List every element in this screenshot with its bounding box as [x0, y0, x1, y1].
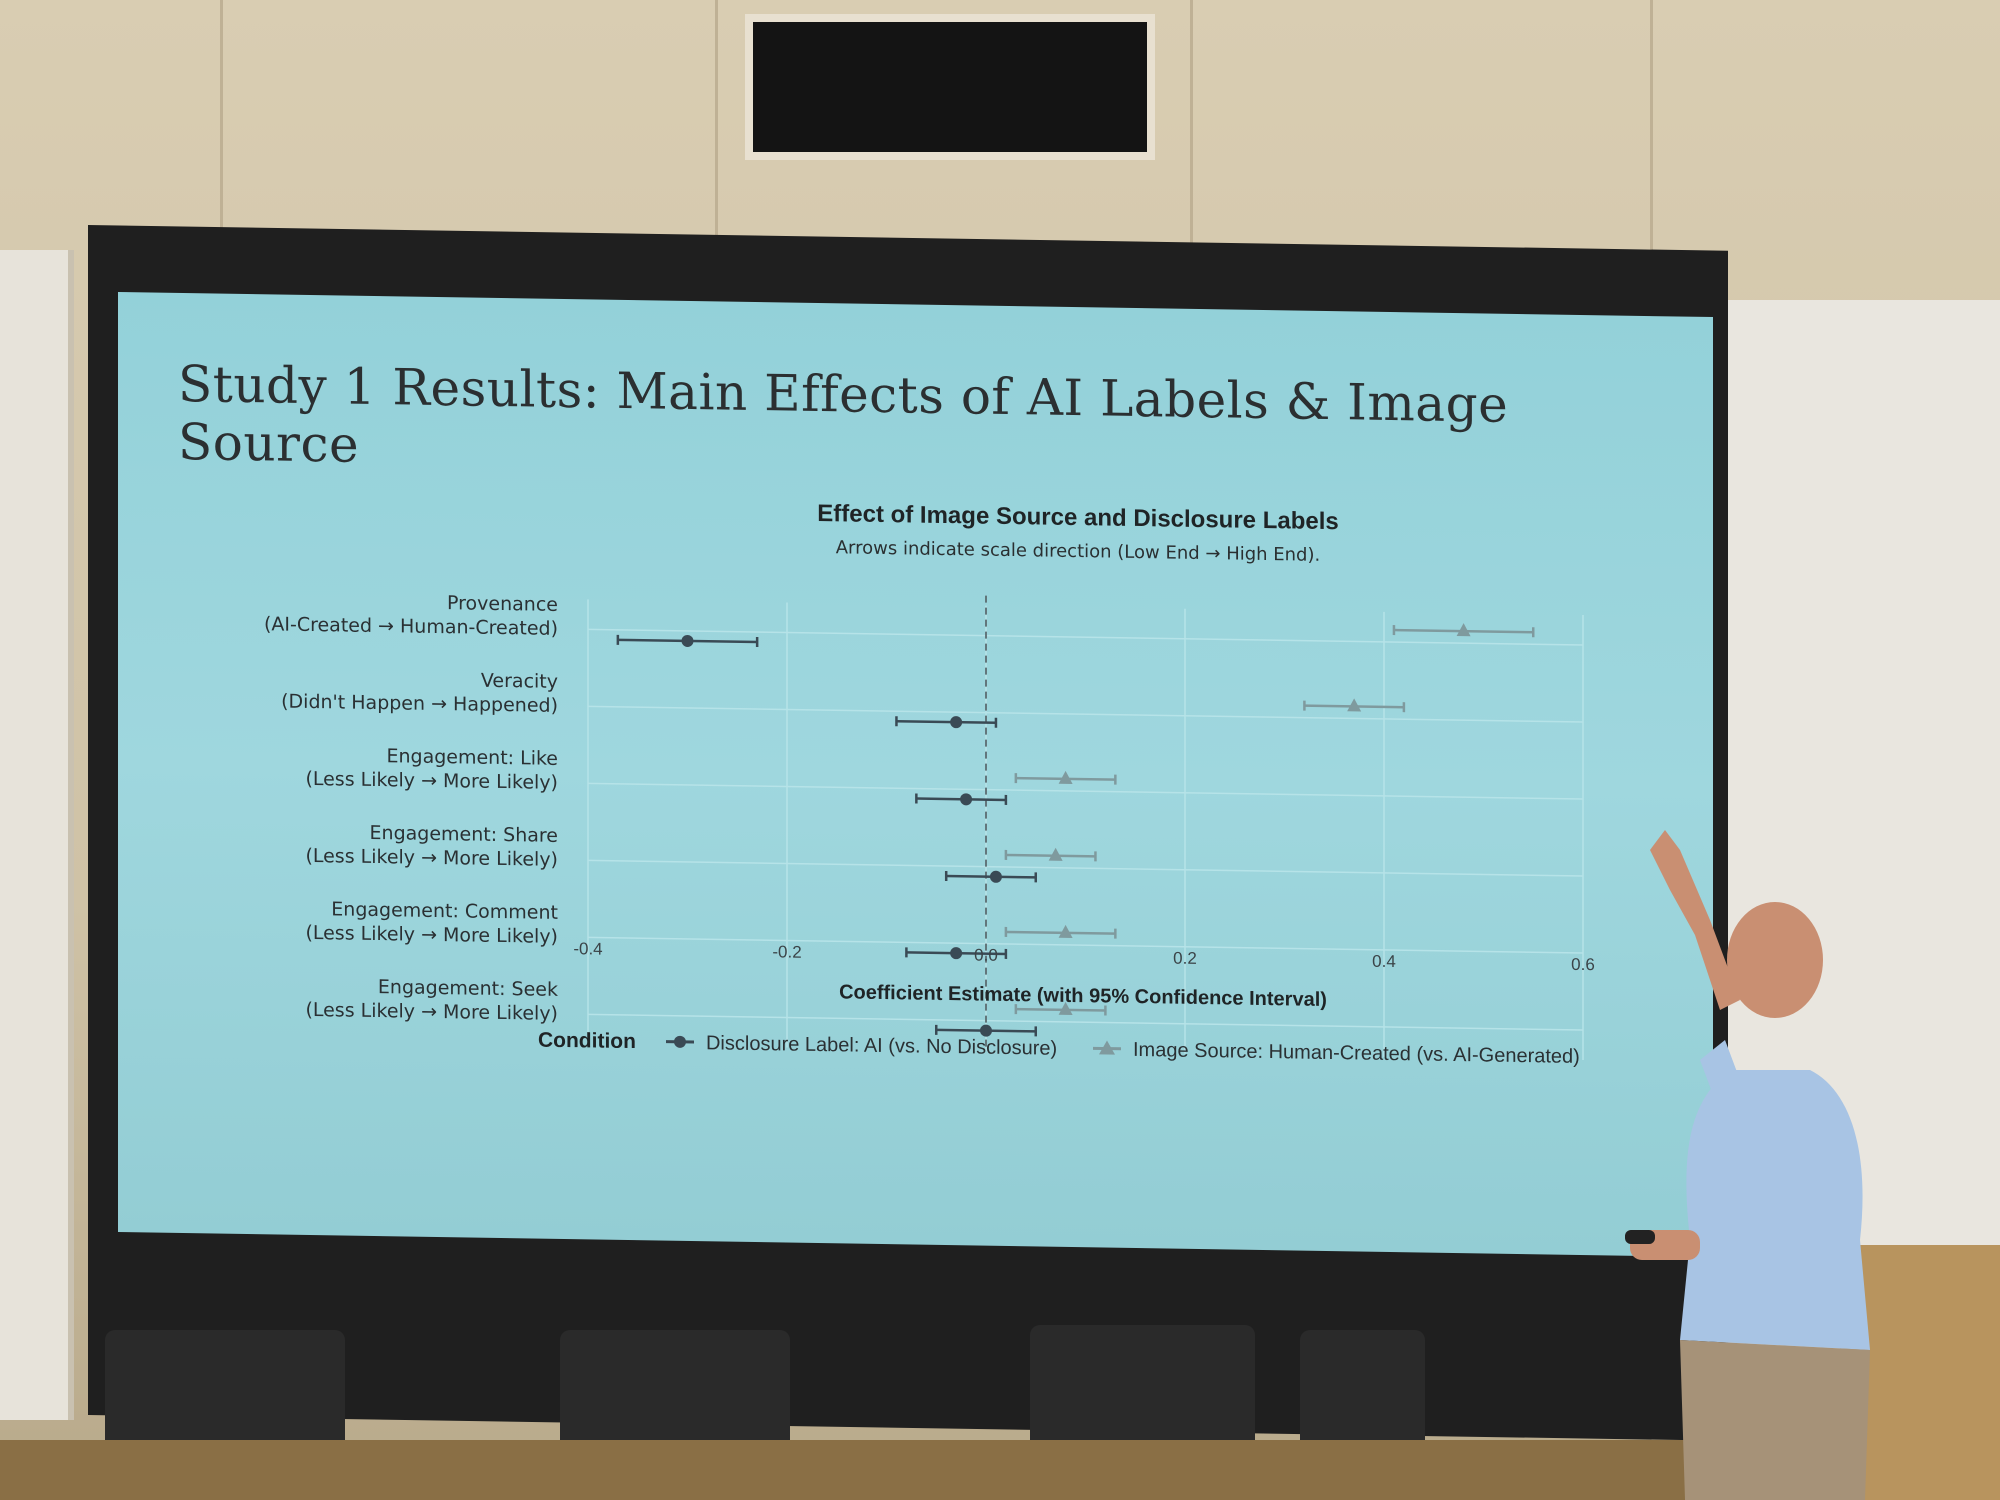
clicker-remote: [1625, 1230, 1655, 1244]
x-tick-label: -0.4: [573, 939, 602, 958]
legend: Condition Disclosure Label: AI (vs. No D…: [538, 1029, 1580, 1068]
presenter-sleeve: [1700, 1040, 1740, 1100]
category-scale-label: (Didn't Happen → Happened): [281, 691, 558, 717]
category-scale-label: (Less Likely → More Likely): [305, 768, 558, 794]
grid-layer: [587, 599, 1584, 1061]
x-tick-label: 0.4: [1372, 952, 1396, 971]
y-gridline: [588, 859, 1583, 877]
category-scale-label: (Less Likely → More Likely): [305, 922, 558, 948]
category-labels: Provenance(AI-Created → Human-Created) Ve…: [264, 592, 558, 1025]
presenter-arm: [1650, 830, 1740, 1010]
conference-table: [0, 1440, 2000, 1500]
legend-triangle-marker: [1099, 1040, 1115, 1055]
category-label: Engagement: Seek: [378, 976, 558, 1001]
x-tick-label: -0.2: [772, 942, 801, 961]
point-estimate-triangle: [1058, 1001, 1073, 1015]
point-estimate-triangle: [1048, 847, 1063, 861]
data-marks: [616, 623, 1535, 1037]
y-gridline: [588, 1013, 1583, 1031]
point-estimate-triangle: [1456, 623, 1471, 637]
wall-panel-seam: [1650, 0, 1653, 290]
forest-plot: Effect of Image Source and Disclosure La…: [264, 500, 1595, 1068]
legend-circle-marker: [674, 1035, 686, 1048]
category-scale-label: (AI-Created → Human-Created): [264, 613, 558, 640]
y-gridline: [588, 936, 1583, 954]
wall-panel-seam: [220, 0, 223, 290]
x-tick-label: 0.2: [1173, 949, 1197, 968]
confidence-interval: [1005, 930, 1116, 935]
x-tick-label: 0.0: [974, 945, 998, 964]
point-estimate-triangle: [1058, 770, 1073, 784]
x-tick-label: 0.6: [1571, 955, 1595, 974]
wall-panel-seam: [1190, 0, 1193, 290]
legend-item-disclosure: Disclosure Label: AI (vs. No Disclosure): [666, 1032, 1057, 1060]
category-scale-label: (Less Likely → More Likely): [305, 999, 558, 1025]
x-axis-title: Coefficient Estimate (with 95% Confidenc…: [839, 981, 1327, 1011]
y-gridline: [588, 782, 1583, 800]
point-estimate-circle: [950, 947, 963, 960]
confidence-interval: [896, 719, 996, 725]
point-estimate-circle: [681, 634, 694, 647]
y-gridline: [588, 628, 1583, 646]
chart-subtitle: Arrows indicate scale direction (Low End…: [836, 537, 1321, 566]
confidence-interval: [1005, 853, 1096, 858]
chart-title: Effect of Image Source and Disclosure La…: [817, 500, 1338, 535]
whiteboard-left: [0, 250, 74, 1420]
point-estimate-circle: [980, 1024, 992, 1037]
y-gridline: [588, 705, 1583, 723]
category-label: Veracity: [481, 670, 558, 693]
ceiling-vent: [745, 14, 1155, 160]
category-label: Engagement: Share: [370, 822, 558, 847]
point-estimate-triangle: [1347, 698, 1362, 712]
legend-label-image-source: Image Source: Human-Created (vs. AI-Gene…: [1133, 1039, 1580, 1068]
point-estimate-circle: [989, 870, 1002, 883]
point-estimate-triangle: [1058, 924, 1073, 938]
legend-title: Condition: [538, 1029, 636, 1054]
category-label: Provenance: [447, 592, 558, 616]
presenter-shirt: [1680, 1070, 1870, 1350]
point-estimate-circle: [950, 716, 963, 729]
legend-item-image-source: Image Source: Human-Created (vs. AI-Gene…: [1093, 1039, 1580, 1068]
legend-label-disclosure: Disclosure Label: AI (vs. No Disclosure): [706, 1032, 1057, 1060]
wall-panel-seam: [715, 0, 718, 290]
presenter-head: [1727, 902, 1823, 1018]
category-scale-label: (Less Likely → More Likely): [305, 845, 558, 871]
point-estimate-circle: [960, 793, 973, 806]
presenter: [1625, 830, 1870, 1500]
category-label: Engagement: Like: [386, 745, 558, 770]
x-tick-labels: -0.4 -0.2 0.0 0.2 0.4 0.6: [573, 939, 1594, 974]
presentation-slide: Study 1 Results: Main Effects of AI Labe…: [118, 292, 1713, 1258]
confidence-interval: [1015, 1007, 1106, 1012]
category-label: Engagement: Comment: [331, 898, 558, 924]
presenter-trousers: [1680, 1340, 1870, 1500]
